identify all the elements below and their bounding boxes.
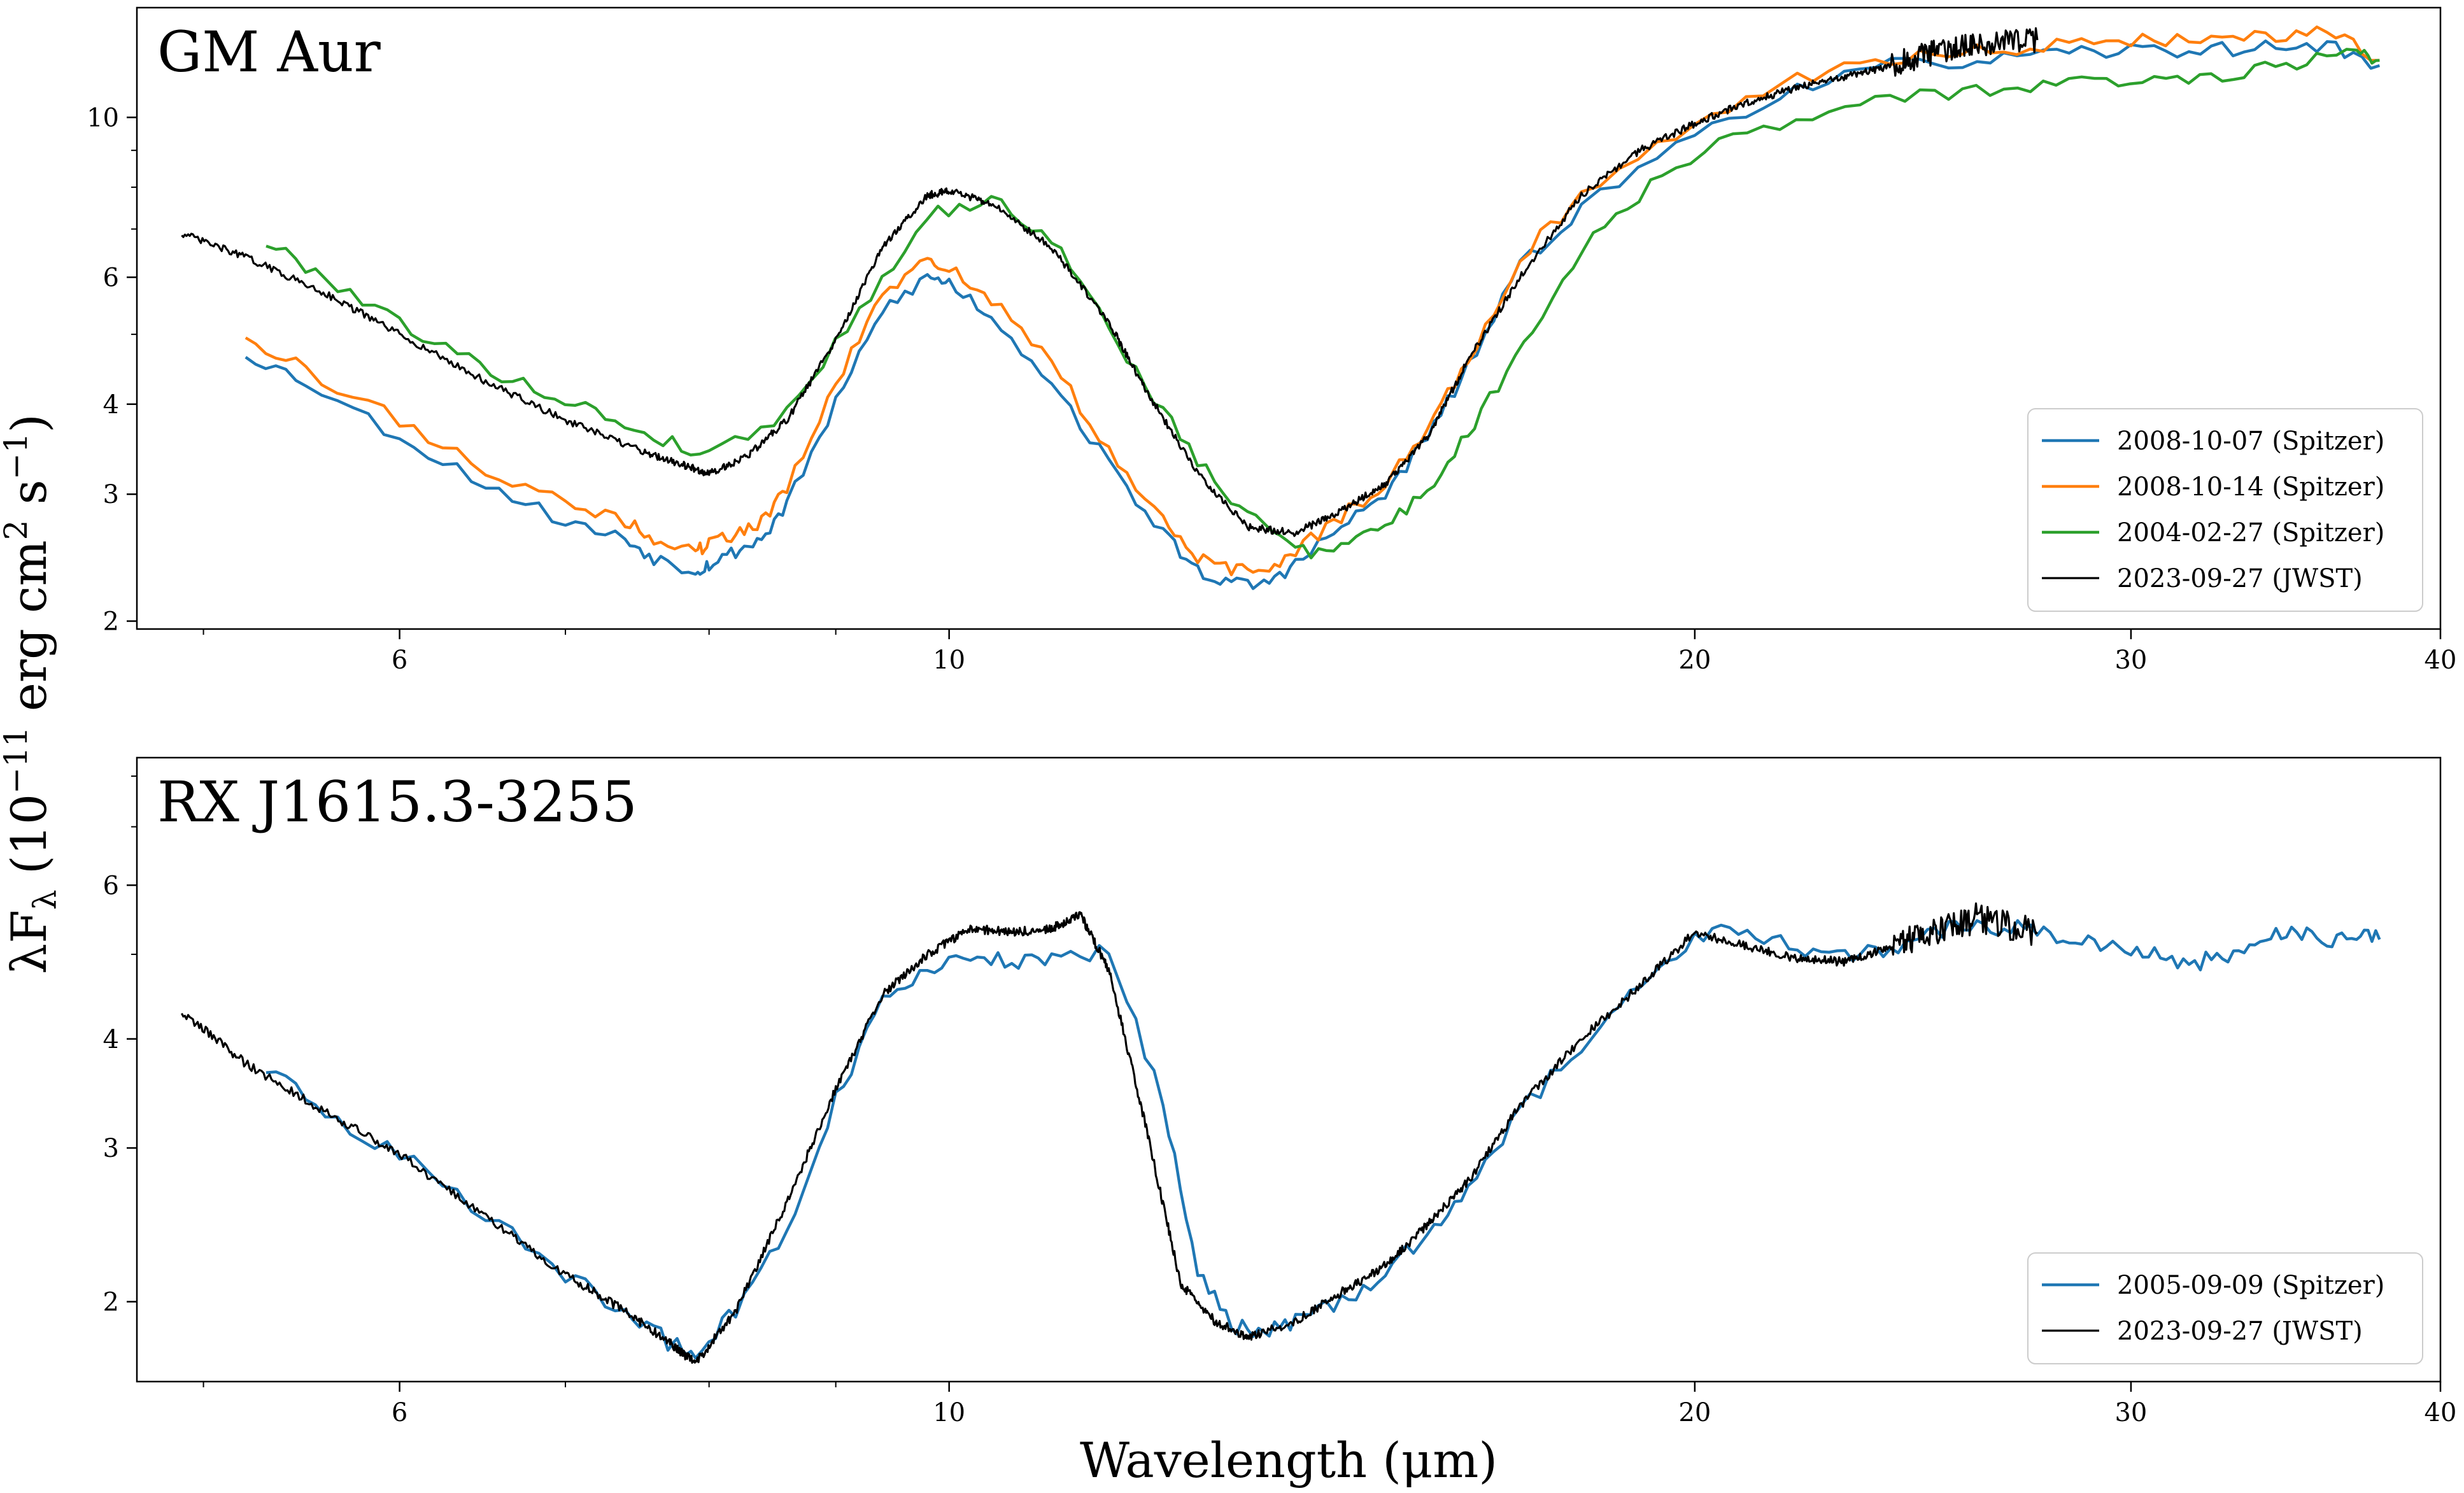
- y-tick-label-10: 10: [87, 103, 119, 132]
- legend-label-2005-09-09-spitzer: 2005-09-09 (Spitzer): [2117, 1271, 2384, 1300]
- axes-frame: [136, 6, 2442, 630]
- y-label-unit-open: (10: [1, 794, 57, 890]
- y-label-erg-cm: erg cm: [1, 540, 57, 726]
- series-group: [181, 25, 2381, 590]
- y-label-close: ): [1, 414, 57, 433]
- legend-label-2008-10-14-spitzer: 2008-10-14 (Spitzer): [2117, 472, 2384, 502]
- x-tick-label-30: 30: [2114, 646, 2147, 675]
- x-tick-label-30: 30: [2114, 1398, 2147, 1427]
- y-label-exp-11: −11: [0, 726, 34, 794]
- y-axis-label: λFλ (10−11 erg cm2 s−1): [0, 414, 64, 974]
- legend-label-2023-09-27-jwst: 2023-09-27 (JWST): [2117, 1317, 2363, 1346]
- y-tick-label-4: 4: [103, 390, 119, 420]
- legend-label-2023-09-27-jwst: 2023-09-27 (JWST): [2117, 564, 2363, 593]
- x-tick-label-10: 10: [933, 646, 965, 675]
- x-tick-label-20: 20: [1678, 1398, 1711, 1427]
- y-tick-label-2: 2: [103, 607, 119, 637]
- x-tick-label-6: 6: [392, 646, 407, 675]
- x-tick-label-6: 6: [392, 1398, 407, 1427]
- x-tick-label-20: 20: [1678, 646, 1711, 675]
- y-tick-label-6: 6: [103, 871, 119, 900]
- y-tick-label-3: 3: [103, 480, 119, 509]
- panel-rx-j1615: 6 10 20 30 40 2 3 4 6 RX J1615.3-3255 Wavelength (…: [103, 756, 2457, 1489]
- y-label-exp-minus1: −1: [0, 433, 34, 480]
- y-tick-label-6: 6: [103, 263, 119, 292]
- series-group: [180, 902, 2381, 1364]
- legend-label-2004-02-27-spitzer: 2004-02-27 (Spitzer): [2117, 518, 2384, 548]
- y-label-s: s: [1, 479, 57, 520]
- x-tick-label-40: 40: [2425, 1398, 2457, 1427]
- x-tick-label-10: 10: [933, 1398, 965, 1427]
- y-label-lambda-f: λF: [1, 910, 57, 974]
- panel-gm-aur: 6 10 20 30 40 2 3 4 6 10 GM Aur 2008-10-07 (Spitzer…: [87, 6, 2457, 675]
- y-label-exp-2: 2: [0, 520, 34, 541]
- panel-title: GM Aur: [157, 19, 381, 85]
- series-line-2004-02-27-spitzer: [266, 48, 2380, 560]
- y-tick-label-4: 4: [103, 1025, 119, 1054]
- axes-frame: [136, 756, 2442, 1383]
- legend-label-2008-10-07-spitzer: 2008-10-07 (Spitzer): [2117, 427, 2384, 456]
- y-tick-label-2: 2: [103, 1288, 119, 1317]
- series-line-2023-09-27-jwst: [180, 902, 2038, 1364]
- series-line-2008-10-07-spitzer: [244, 39, 2381, 590]
- panel-title: RX J1615.3-3255: [157, 769, 637, 835]
- legend: 2005-09-09 (Spitzer) 2023-09-27 (JWST): [2027, 1252, 2423, 1364]
- series-line-2023-09-27-jwst: [181, 27, 2039, 537]
- y-label-sub-lambda: λ: [27, 889, 64, 910]
- y-tick-label-3: 3: [103, 1134, 119, 1163]
- legend-box: [2027, 1252, 2423, 1364]
- legend-box: [2027, 408, 2423, 612]
- x-tick-label-40: 40: [2425, 646, 2457, 675]
- legend: 2008-10-07 (Spitzer) 2008-10-14 (Spitzer)…: [2027, 408, 2423, 612]
- x-axis-label: Wavelength (μm): [1080, 1432, 1498, 1489]
